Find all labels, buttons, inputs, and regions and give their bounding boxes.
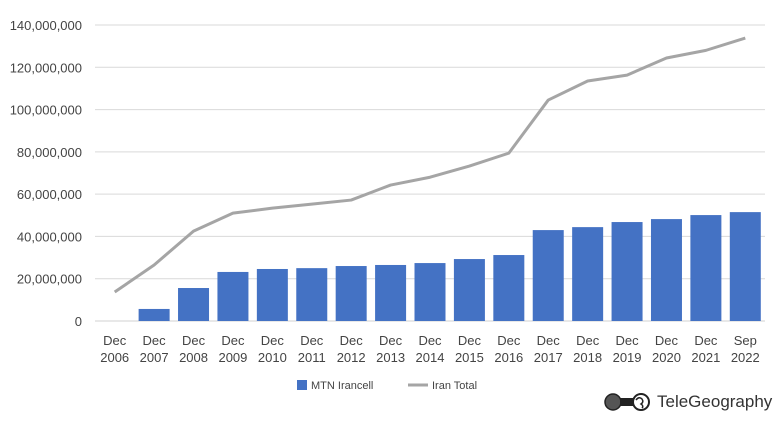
legend-label: MTN Irancell [311,380,373,392]
y-tick-label: 0 [75,314,82,329]
x-tick-label-year: 2015 [455,350,484,365]
x-tick-label-year: 2021 [691,350,720,365]
x-tick-label-month: Dec [655,333,679,348]
logo-text: TeleGeography [657,392,773,411]
bar-2 [178,288,210,321]
bar-14 [650,219,682,321]
bar-9 [453,259,485,321]
x-tick-label-month: Dec [537,333,561,348]
y-tick-label: 40,000,000 [17,229,82,244]
bar-10 [493,255,525,321]
x-tick-label-month: Dec [497,333,521,348]
bar-4 [256,268,288,321]
x-tick-label-month: Dec [143,333,167,348]
bar-16 [729,212,761,321]
x-tick-label-year: 2008 [179,350,208,365]
x-tick-label-year: 2017 [534,350,563,365]
legend-label: Iran Total [432,380,477,392]
y-tick-label: 80,000,000 [17,145,82,160]
x-tick-label-year: 2009 [218,350,247,365]
x-tick-label-month: Dec [340,333,364,348]
x-tick-label-month: Dec [221,333,245,348]
bar-5 [296,268,328,321]
x-tick-label-year: 2022 [731,350,760,365]
x-tick-label-month: Dec [261,333,285,348]
legend-swatch-bar [297,380,307,390]
telegeography-logo: TeleGeography [603,392,772,412]
x-tick-label-year: 2014 [416,350,445,365]
x-tick-label-year: 2007 [140,350,169,365]
x-tick-label-month: Dec [418,333,442,348]
x-tick-label-month: Sep [734,333,757,348]
x-tick-label-month: Dec [458,333,482,348]
bar-7 [375,264,407,321]
y-tick-label: 60,000,000 [17,187,82,202]
x-tick-label-year: 2016 [494,350,523,365]
x-tick-label-month: Dec [103,333,127,348]
x-tick-label-month: Dec [694,333,718,348]
x-tick-label-year: 2018 [573,350,602,365]
y-tick-label: 100,000,000 [10,103,82,118]
y-tick-label: 20,000,000 [17,272,82,287]
y-tick-label: 120,000,000 [10,60,82,75]
x-tick-label-year: 2013 [376,350,405,365]
globe-cable-icon [604,393,650,411]
x-tick-label-month: Dec [615,333,639,348]
x-tick-label-month: Dec [379,333,403,348]
x-tick-label-year: 2011 [298,350,326,365]
x-tick-label-month: Dec [182,333,206,348]
bar-15 [690,215,722,321]
x-tick-label-year: 2019 [613,350,642,365]
x-tick-label-month: Dec [300,333,324,348]
bar-1 [138,308,170,321]
bar-13 [611,222,643,321]
line-iran-total [113,36,746,294]
x-tick-label-year: 2010 [258,350,287,365]
x-tick-label-year: 2006 [100,350,129,365]
bar-3 [217,271,249,321]
bar-8 [414,263,446,321]
x-tick-label-year: 2012 [337,350,366,365]
x-tick-label-month: Dec [576,333,600,348]
x-tick-label-year: 2020 [652,350,681,365]
bar-6 [335,266,367,321]
y-tick-label: 140,000,000 [10,18,82,33]
bar-12 [572,227,604,321]
bar-11 [532,230,564,321]
